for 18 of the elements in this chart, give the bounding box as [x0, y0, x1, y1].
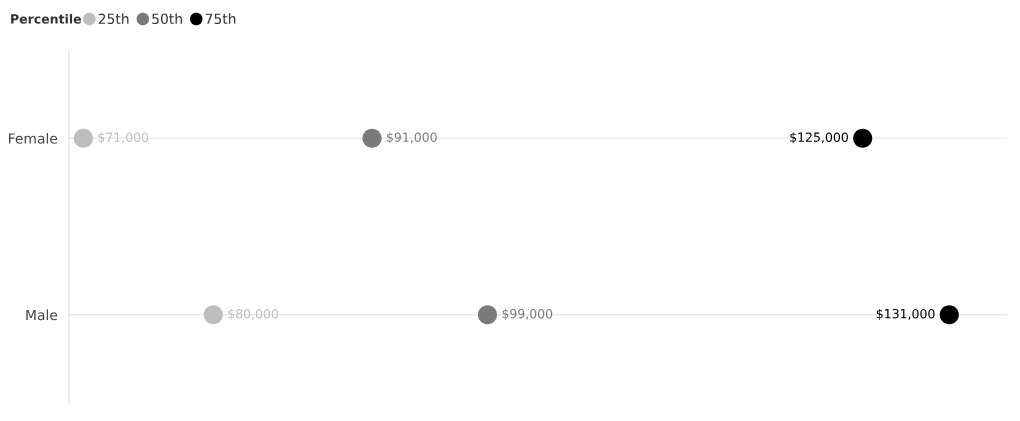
data-label: $125,000 [790, 132, 848, 144]
point [939, 305, 959, 325]
y-tick-label: Female [9, 132, 58, 144]
point [362, 128, 382, 148]
data-label: $80,000 [228, 308, 279, 321]
point [203, 305, 223, 325]
legend-label: 25th [98, 13, 129, 25]
legend-label: 75th [205, 13, 236, 25]
data-label: $99,000 [502, 308, 553, 321]
point [73, 128, 93, 148]
point [853, 128, 873, 148]
data-label: $131,000 [876, 308, 935, 321]
data-label: $91,000 [386, 132, 437, 144]
data-label: $71,000 [98, 132, 149, 144]
point [477, 305, 498, 325]
legend-title: Percentile [11, 13, 82, 24]
y-tick-label: Male [26, 309, 58, 321]
legend-label: 50th [152, 13, 182, 25]
